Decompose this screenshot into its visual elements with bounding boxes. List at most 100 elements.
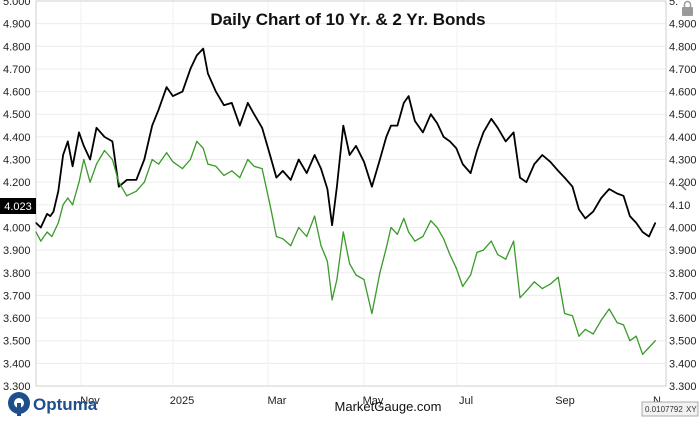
data-point [35,222,37,224]
x-tick-label: N [653,395,661,407]
y-tick-label-right: 3.600 [669,313,697,325]
data-point [654,340,656,342]
data-point [385,247,387,249]
data-point [408,231,410,233]
data-point [349,154,351,156]
data-point [89,158,91,161]
data-point [111,158,113,161]
data-point [584,328,586,330]
data-point [592,333,594,335]
data-point [564,177,566,179]
data-point [83,145,85,147]
y-tick-label-left: 4.500 [3,109,31,121]
data-point [143,158,145,161]
data-point [476,149,478,152]
data-point [648,235,650,238]
data-point [436,226,438,229]
data-point [326,260,328,262]
data-point [600,197,602,199]
data-point [261,168,263,170]
data-point [363,279,365,281]
y-tick-label-left: 4.300 [3,155,31,167]
data-point [422,131,424,133]
data-point [533,281,535,283]
data-point [306,235,308,238]
data-point [578,208,580,210]
data-point [57,190,59,192]
data-point [135,179,137,181]
data-point [519,297,521,299]
data-point [118,186,120,188]
optuma-logo: Optuma [8,392,98,416]
data-point [642,231,644,233]
x-tick-label: Mar [268,395,287,407]
x-tick-label: Jul [459,395,473,407]
data-point [290,245,292,247]
y-tick-label-right: 4.400 [669,132,697,144]
data-point [490,118,492,120]
lock-icon[interactable] [682,0,693,17]
data-point [584,217,586,219]
data-point [189,158,191,161]
data-point [320,168,322,170]
x-tick-label: Nov [80,395,100,407]
data-point [95,127,98,129]
data-point [46,213,48,215]
y-tick-label-left: 4.900 [3,19,31,31]
x-tick-label: May [363,395,384,407]
data-point [482,131,484,133]
data-point [247,102,249,104]
y-tick-label-left: 4.200 [3,177,31,189]
data-point [592,211,594,213]
data-point [181,168,184,170]
y-tick-label-right: 3.300 [669,381,697,393]
lock-icon-shackle [683,0,692,7]
data-point [253,113,255,115]
brand-name: Optuma [33,395,98,414]
y-tick-label-right: 4.000 [669,222,697,234]
data-point [172,95,174,97]
y-tick-label-left: 3.400 [3,358,31,370]
data-point [103,136,106,138]
data-point [541,154,543,156]
data-point [513,240,515,242]
data-point [541,288,543,290]
data-point [239,125,241,127]
data-point [135,190,137,192]
data-point [126,195,128,197]
data-point [513,131,515,133]
data-point [83,158,85,161]
data-point [608,308,610,310]
data-point [403,217,405,219]
data-point [557,170,559,172]
y-tick-label-right: 3.400 [669,358,697,370]
data-point [118,181,120,183]
data-point [414,120,416,122]
data-point [396,125,398,127]
data-point [654,222,656,224]
data-point [430,220,432,222]
scale-box-frame [641,401,699,417]
chevron-left-icon-path [680,181,687,191]
data-point [455,267,457,269]
data-point [629,215,631,217]
data-point [533,163,535,165]
data-point [247,158,249,161]
data-point [298,226,300,229]
data-point [449,254,451,256]
site-name: MarketGauge.com [335,399,442,414]
data-point [67,197,69,199]
data-point [57,222,59,224]
data-point [482,249,484,251]
data-point [62,204,64,206]
data-point [151,158,153,161]
data-point [306,172,308,174]
current-value-box [0,198,36,214]
data-point [320,245,322,247]
chevron-left-icon[interactable] [680,181,687,191]
y-tick-label-left: 4.800 [3,41,31,53]
data-point [525,181,528,183]
y-tick-label-right: 4.700 [669,64,697,76]
data-point [622,324,625,326]
